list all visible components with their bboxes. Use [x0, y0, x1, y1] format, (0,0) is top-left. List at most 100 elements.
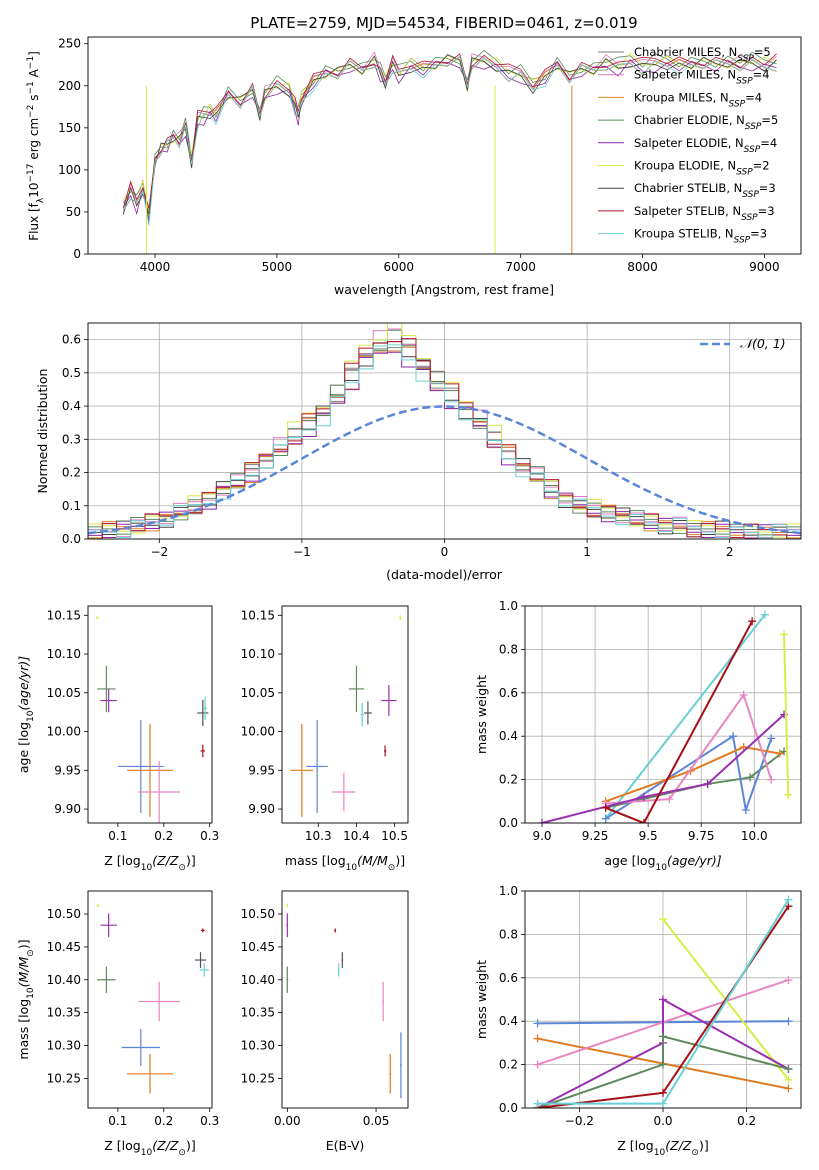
y-axis-label-part: λ	[36, 197, 46, 203]
y-axis-label-part: −1	[26, 56, 36, 69]
error-point	[96, 903, 100, 908]
y-tick-label: 10.45	[47, 940, 81, 954]
weight-marker	[601, 814, 610, 823]
axes-frame	[87, 36, 802, 255]
x-tick-label: 0.00	[274, 1114, 301, 1128]
legend-item: Salpeter MILES, NSSP=4	[598, 68, 770, 87]
x-tick-label: 10.4	[343, 829, 370, 843]
y-tick-label: 10.35	[47, 1006, 81, 1020]
weight-marker	[533, 1034, 542, 1043]
legend-label-part: SSP	[737, 54, 754, 64]
y-tick-label: 250	[58, 37, 81, 51]
x-tick-label: 0.3	[200, 1114, 219, 1128]
weight-marker	[729, 732, 738, 741]
legend-label-part: Kroupa MILES, N	[634, 90, 729, 104]
y-tick-label: 9.95	[248, 763, 275, 777]
weight-marker	[703, 779, 712, 788]
y-axis-label-part: erg cm	[27, 118, 41, 164]
y-tick-label: 0.6	[499, 686, 518, 700]
y-tick-label: 100	[58, 163, 81, 177]
x-tick-label: 10.5	[381, 829, 408, 843]
error-point	[337, 963, 340, 977]
x-axis-label-part: 10	[654, 1148, 666, 1158]
x-axis-label-part: ⊙	[388, 863, 396, 873]
y-axis-label-part: (age/yr)]	[16, 656, 31, 711]
x-axis-label-part: )]	[699, 1138, 709, 1153]
x-axis-label-part: ⊙	[178, 863, 186, 873]
legend-label-part: SSP	[736, 168, 753, 178]
legend-label-part: SSP	[741, 213, 758, 223]
plot-area	[290, 615, 402, 817]
x-axis-label-part: 10	[346, 863, 358, 873]
legend-label: Chabrier MILES, NSSP=5	[634, 45, 771, 64]
error-point	[286, 913, 289, 938]
legend-label-part: SSP	[745, 122, 762, 132]
x-tick-label: 0.2	[154, 829, 173, 843]
spectrum-panel: 4000 5000 6000 7000 8000 9000 0 50 100 150 200 250 C…	[26, 36, 802, 297]
y-tick-label: 10.00	[241, 725, 275, 739]
y-tick-label: 0.0	[499, 1101, 518, 1115]
weight-marker	[659, 1088, 667, 1097]
x-axis-label-part: (Z/Z	[152, 853, 179, 868]
x-tick-label: 0.2	[154, 1114, 173, 1128]
weight-marker	[659, 1099, 667, 1108]
weight-marker	[748, 617, 757, 626]
error-point	[200, 744, 206, 758]
y-tick-label: 9.95	[54, 763, 81, 777]
y-tick-label: 10.05	[47, 686, 81, 700]
x-axis-label-part: age [log	[604, 853, 655, 868]
y-tick-label: 10.30	[47, 1039, 81, 1053]
error-point	[306, 719, 328, 813]
error-point	[286, 966, 289, 993]
legend-label: Salpeter STELIB, NSSP=3	[634, 204, 775, 223]
axes-frame	[87, 890, 213, 1109]
x-axis-label: (data-model)/error	[386, 567, 503, 582]
y-tick-label: 9.90	[54, 802, 81, 816]
y-tick-label: 0.6	[62, 333, 81, 347]
y-tick-label: 0.0	[62, 532, 81, 546]
y-tick-label: 10.50	[241, 907, 275, 921]
weight-marker	[739, 690, 748, 699]
error-point	[195, 952, 207, 968]
legend-item: Chabrier STELIB, NSSP=3	[598, 181, 776, 200]
x-tick-label: 9.0	[532, 829, 551, 843]
x-axis-label: mass [log10(M/M⊙)]	[285, 853, 405, 873]
y-axis-label-part: age [log	[16, 722, 31, 773]
spectrum-line	[123, 55, 777, 226]
y-axis-label-part: −1	[26, 81, 36, 94]
y-axis-label-part: 10	[26, 987, 36, 999]
x-axis-label: wavelength [Angstrom, rest frame]	[334, 282, 554, 297]
y-tick-label: 10.10	[47, 647, 81, 661]
plot-area	[96, 616, 209, 823]
error-point	[127, 723, 173, 817]
weight-marker	[784, 975, 793, 984]
x-axis-label-part: 10	[141, 863, 153, 873]
error-point	[97, 665, 116, 713]
weight-marker	[784, 1064, 793, 1073]
error-point	[121, 1029, 161, 1066]
y-axis-label-part: 10	[26, 710, 36, 722]
y-tick-label: 0.6	[499, 971, 518, 985]
x-tick-label: 9.25	[582, 829, 609, 843]
weight-marker	[659, 1032, 667, 1041]
y-tick-label: 150	[58, 121, 81, 135]
x-axis-label-part: )]	[186, 853, 196, 868]
x-axis-label-part: E(B-V)	[326, 1138, 365, 1153]
legend-label-part: Salpeter STELIB, N	[634, 204, 741, 218]
weight-marker	[739, 743, 748, 752]
metallicity-mass-panel: 0.1 0.2 0.3 10.25 10.30 10.35 10.40 10.45 10.50 Z…	[16, 890, 219, 1158]
weight-marker	[784, 1075, 793, 1084]
y-tick-label: 10.35	[241, 1006, 275, 1020]
legend-item: Salpeter ELODIE, NSSP=4	[598, 136, 777, 155]
error-point	[286, 903, 289, 908]
weight-marker	[659, 915, 667, 924]
legend-label-part: =4	[760, 136, 777, 150]
x-axis-label-part: Z [log	[104, 1138, 140, 1153]
y-axis-label-part: s	[27, 95, 41, 105]
error-point	[117, 719, 164, 813]
error-point	[97, 966, 116, 993]
y-tick-label: 0.4	[62, 399, 81, 413]
legend-label-part: Kroupa STELIB, N	[634, 227, 734, 241]
legend-item: Kroupa ELODIE, NSSP=2	[598, 159, 770, 178]
error-point	[96, 616, 99, 620]
